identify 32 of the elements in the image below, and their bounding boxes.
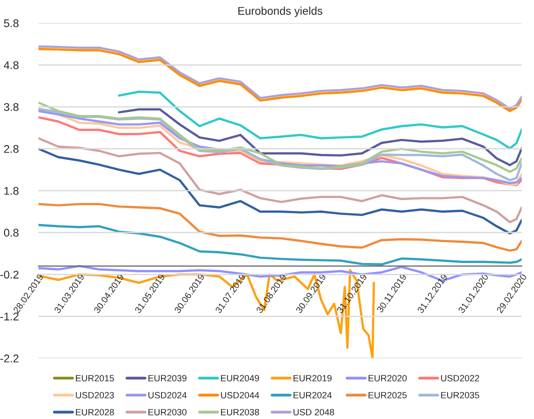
line-series [118, 108, 522, 166]
y-tick-label: 5.8 [4, 19, 19, 28]
legend-label: EUR2038 [221, 408, 260, 416]
line-series [38, 137, 522, 224]
y-tick-label: 1.8 [4, 186, 19, 195]
legend-label: USD2022 [441, 374, 480, 382]
legend-label: EUR2024 [294, 392, 332, 398]
legend-label: USD2044 [220, 392, 260, 398]
legend-label: EUR2049 [221, 374, 259, 382]
y-tick-label: 2.8 [4, 145, 19, 153]
line-series [118, 90, 522, 150]
legend-label: EUR2025 [368, 392, 407, 398]
line-series [38, 102, 522, 173]
legend-label: EUR2039 [148, 374, 186, 382]
legend-label: USD2024 [148, 392, 187, 398]
legend-label: EUR2020 [368, 374, 407, 382]
legend-label: USD 2048 [294, 408, 334, 416]
chart-title: Eurobonds yields [238, 6, 322, 18]
line-series [38, 202, 522, 252]
y-tick-label: 3.8 [4, 103, 19, 111]
y-tick-label: -2.2 [0, 354, 18, 362]
legend-label: EUR2019 [294, 374, 332, 382]
legend-label: USD2023 [76, 392, 114, 398]
y-tick-label: 4.8 [4, 61, 19, 70]
line-series [38, 224, 522, 266]
legend-label: EUR2015 [76, 374, 114, 382]
line-series [38, 148, 522, 234]
legend-label: EUR2030 [148, 408, 187, 416]
y-tick-label: -1.2 [0, 312, 18, 320]
legend-label: EUR2035 [441, 392, 480, 398]
legend-label: EUR2028 [76, 408, 114, 416]
y-tick-label: 0.8 [4, 228, 19, 237]
